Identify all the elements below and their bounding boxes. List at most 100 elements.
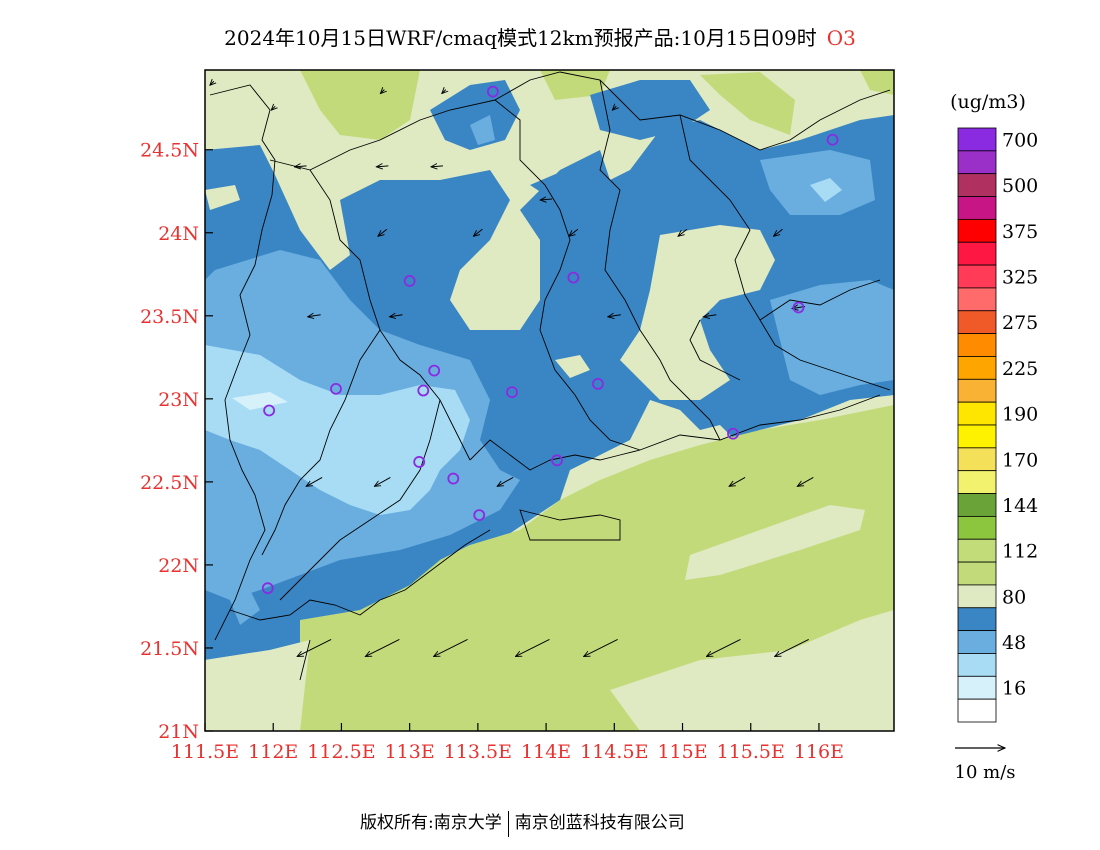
wind-arrow (308, 315, 321, 317)
y-tick-label: 24.5N (140, 140, 199, 162)
wind-arrow (378, 228, 388, 236)
station-markers (261, 85, 839, 595)
wind-arrow (497, 476, 514, 486)
wind-arrow (365, 639, 400, 656)
level-0-area (232, 392, 288, 410)
wind-arrow (706, 639, 741, 656)
station-marker (263, 404, 276, 417)
x-tick-label: 115.5E (717, 741, 785, 763)
legend-label: 325 (1002, 267, 1038, 289)
legend-swatch (957, 493, 997, 517)
legend-swatch (957, 607, 997, 632)
legend-swatch (957, 287, 997, 312)
wind-arrow (729, 476, 746, 486)
legend-swatch (957, 127, 997, 152)
legend-swatch (957, 653, 997, 677)
wind-arrow (306, 476, 323, 486)
wind-arrow (431, 166, 443, 167)
legend-swatch (957, 150, 997, 175)
vector-key: 10 m/s (955, 748, 1016, 783)
concentration-field (205, 70, 894, 731)
legend-swatch (957, 538, 997, 563)
station-marker (403, 275, 416, 287)
level-112-patch-north (540, 70, 610, 100)
level-32-area (230, 590, 260, 625)
legend-swatch (957, 675, 997, 700)
legend-swatch (957, 333, 997, 357)
wind-arrow (540, 199, 553, 200)
level-32-area (770, 280, 894, 395)
station-marker (592, 377, 604, 390)
wind-arrow (376, 166, 389, 167)
level-48-area (205, 115, 894, 660)
wind-arrow (608, 315, 621, 317)
vector-key-label: 10 m/s (955, 762, 1016, 783)
level-80-area (620, 225, 775, 400)
footer-separator (507, 810, 509, 837)
station-marker (486, 85, 499, 98)
legend-swatch (957, 630, 997, 654)
y-tick-label: 23.5N (140, 306, 199, 328)
legend-label: 48 (1002, 632, 1026, 654)
legend-swatch (957, 470, 997, 494)
wind-arrow (297, 639, 332, 656)
station-marker (567, 271, 580, 284)
wind-arrow (703, 315, 717, 317)
station-marker (473, 509, 486, 521)
boundary-lines (209, 71, 891, 681)
level-80-area (610, 610, 894, 731)
wind-arrow (295, 166, 307, 167)
level-112-patch-north (700, 72, 795, 135)
figure-title: 2024年10月15日WRF/cmaq模式12km预报产品:10月15日09时 O… (0, 22, 1080, 51)
level-48-area (530, 170, 570, 195)
level-112-patch-north (300, 70, 420, 140)
y-tick-label: 21N (158, 721, 199, 743)
footer-left: 版权所有:南京大学 (360, 813, 502, 833)
level-32-area (760, 150, 875, 215)
legend-swatch (957, 218, 997, 243)
y-tick-label: 22N (158, 555, 199, 577)
station-marker (413, 456, 426, 468)
station-marker (330, 382, 342, 395)
x-tick-label: 113.5E (444, 741, 512, 763)
legend-label: 375 (1002, 221, 1038, 243)
legend-label: 500 (1002, 175, 1038, 197)
legend-unit: (ug/m3) (950, 91, 1026, 113)
legend-swatch (957, 584, 997, 609)
station-marker (826, 133, 839, 146)
legend-label: 170 (1002, 449, 1038, 471)
level-112-patch-north (860, 70, 894, 95)
legend-label: 144 (1002, 495, 1038, 517)
legend-label: 700 (1002, 129, 1038, 151)
wind-arrow (775, 639, 809, 656)
level-80-area (205, 640, 310, 731)
wind-arrow (210, 81, 214, 85)
x-tick-label: 114E (521, 741, 571, 763)
x-tick-label: 111.5E (171, 741, 239, 763)
wind-arrow (380, 90, 384, 94)
footer-right: 南京创蓝科技有限公司 (514, 813, 685, 833)
legend-swatch (957, 264, 997, 289)
legend-swatch (957, 424, 997, 449)
level-112-patch (700, 260, 725, 285)
y-tick-label: 23N (158, 389, 199, 411)
wind-vectors (210, 81, 814, 656)
legend-swatch (957, 561, 997, 586)
level-48-area (590, 80, 710, 140)
x-tick-label: 112.5E (307, 741, 375, 763)
legend-swatch (957, 698, 997, 723)
wind-arrow (569, 228, 579, 236)
level-80-area (205, 185, 240, 210)
legend-swatch (957, 173, 997, 197)
station-marker (727, 427, 739, 440)
legend-swatch (957, 196, 997, 220)
legend-label: 80 (1002, 586, 1026, 608)
level-80-streak (685, 505, 865, 580)
level-80-area (205, 70, 894, 731)
copyright-footer: 版权所有:南京大学 南京创蓝科技有限公司 (360, 808, 685, 837)
legend-swatch (957, 356, 997, 380)
wind-arrow (678, 228, 688, 236)
wind-arrow (792, 306, 806, 308)
